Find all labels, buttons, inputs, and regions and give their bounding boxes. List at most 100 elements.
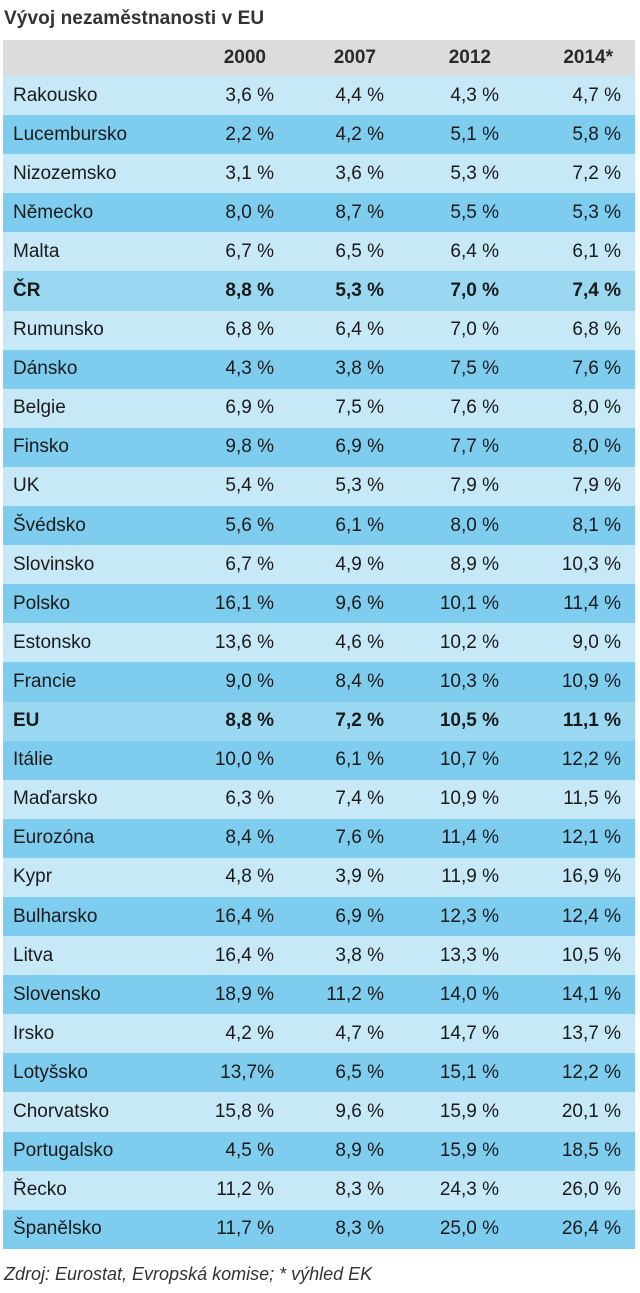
country-cell: Rakousko <box>13 84 98 106</box>
country-cell: EU <box>13 710 40 732</box>
table-body: Rakousko 3,6 % 4,4 % 4,3 % 4,7 % Lucembursko 2… <box>3 76 635 1249</box>
value-cell: 15,8 % <box>214 1100 274 1122</box>
value-cell: 8,3 % <box>335 1179 384 1201</box>
country-cell: Lucembursko <box>13 123 128 145</box>
value-cell: 5,3 % <box>335 280 384 302</box>
table-row: Lotyšsko 13,7% 6,5 % 15,1 % 12,2 % <box>3 1053 635 1093</box>
value-cell: 6,3 % <box>225 788 274 810</box>
country-cell: Litva <box>13 944 54 966</box>
country-cell: Belgie <box>13 397 66 419</box>
value-cell: 16,1 % <box>214 592 274 614</box>
value-cell: 5,3 % <box>335 475 384 497</box>
value-cell: 10,2 % <box>439 631 499 653</box>
value-cell: 5,4 % <box>225 475 274 497</box>
value-cell: 5,6 % <box>225 514 274 536</box>
table-row: Finsko 9,8 % 6,9 % 7,7 % 8,0 % <box>3 427 635 467</box>
value-cell: 11,1 % <box>562 710 621 732</box>
value-cell: 6,9 % <box>335 436 384 458</box>
value-cell: 5,5 % <box>450 201 499 223</box>
table-row: Švédsko 5,6 % 6,1 % 8,0 % 8,1 % <box>3 506 635 546</box>
table-row: Belgie 6,9 % 7,5 % 7,6 % 8,0 % <box>3 388 635 428</box>
value-cell: 10,3 % <box>439 670 499 692</box>
country-cell: Švédsko <box>13 514 86 536</box>
table-row: Chorvatsko 15,8 % 9,6 % 15,9 % 20,1 % <box>3 1092 635 1132</box>
value-cell: 6,9 % <box>335 905 384 927</box>
value-cell: 4,6 % <box>335 631 384 653</box>
value-cell: 8,7 % <box>335 201 384 223</box>
value-cell: 6,4 % <box>335 319 384 341</box>
value-cell: 15,9 % <box>439 1100 499 1122</box>
value-cell: 16,4 % <box>214 905 274 927</box>
value-cell: 6,1 % <box>335 749 384 771</box>
table-row: ČR 8,8 % 5,3 % 7,0 % 7,4 % <box>3 271 635 311</box>
value-cell: 13,6 % <box>214 631 274 653</box>
country-cell: ČR <box>13 280 41 302</box>
value-cell: 12,3 % <box>439 905 499 927</box>
table-row: Bulharsko 16,4 % 6,9 % 12,3 % 12,4 % <box>3 896 635 937</box>
table-row: Kypr 4,8 % 3,9 % 11,9 % 16,9 % <box>3 857 635 897</box>
value-cell: 6,5 % <box>335 240 384 262</box>
value-cell: 13,7% <box>220 1061 274 1083</box>
value-cell: 8,0 % <box>572 436 621 458</box>
value-cell: 18,9 % <box>214 983 274 1005</box>
value-cell: 7,6 % <box>335 827 384 849</box>
value-cell: 14,0 % <box>439 983 499 1005</box>
value-cell: 4,2 % <box>335 123 384 145</box>
country-cell: Slovinsko <box>13 553 95 575</box>
value-cell: 10,7 % <box>439 749 499 771</box>
value-cell: 8,4 % <box>335 670 384 692</box>
value-cell: 3,6 % <box>225 84 274 106</box>
value-cell: 10,9 % <box>561 670 621 692</box>
value-cell: 6,8 % <box>225 319 274 341</box>
value-cell: 8,8 % <box>225 710 274 732</box>
value-cell: 9,0 % <box>572 631 621 653</box>
country-cell: Malta <box>13 240 60 262</box>
value-cell: 5,3 % <box>450 162 499 184</box>
value-cell: 12,1 % <box>561 827 621 849</box>
table-row: Dánsko 4,3 % 3,8 % 7,5 % 7,6 % <box>3 349 635 389</box>
source-note: Zdroj: Eurostat, Evropská komise; * výhl… <box>4 1264 373 1284</box>
table-row: UK 5,4 % 5,3 % 7,9 % 7,9 % <box>3 466 635 507</box>
country-cell: Slovensko <box>13 983 101 1005</box>
value-cell: 16,4 % <box>214 944 274 966</box>
country-cell: Bulharsko <box>13 905 98 927</box>
value-cell: 8,8 % <box>225 280 274 302</box>
country-cell: Nizozemsko <box>13 162 117 184</box>
country-cell: Portugalsko <box>13 1140 114 1162</box>
header-year: 2000 <box>223 47 266 68</box>
table-row: Řecko 11,2 % 8,3 % 24,3 % 26,0 % <box>3 1170 635 1210</box>
value-cell: 24,3 % <box>439 1179 499 1201</box>
value-cell: 9,6 % <box>335 1100 384 1122</box>
value-cell: 11,2 % <box>216 1179 274 1201</box>
value-cell: 12,4 % <box>561 905 621 927</box>
value-cell: 14,1 % <box>561 983 621 1005</box>
value-cell: 4,8 % <box>225 866 274 888</box>
table-row: Malta 6,7 % 6,5 % 6,4 % 6,1 % <box>3 232 635 272</box>
value-cell: 15,9 % <box>439 1140 499 1162</box>
value-cell: 4,4 % <box>335 84 384 106</box>
country-cell: Eurozóna <box>13 827 95 849</box>
value-cell: 4,7 % <box>335 1022 384 1044</box>
value-cell: 10,9 % <box>439 788 499 810</box>
country-cell: Francie <box>13 670 77 692</box>
country-cell: Chorvatsko <box>13 1100 110 1122</box>
table-row: EU 8,8 % 7,2 % 10,5 % 11,1 % <box>3 701 635 741</box>
value-cell: 6,9 % <box>225 397 274 419</box>
value-cell: 8,0 % <box>572 397 621 419</box>
value-cell: 6,7 % <box>225 553 274 575</box>
value-cell: 5,8 % <box>572 123 621 145</box>
value-cell: 20,1 % <box>561 1100 621 1122</box>
value-cell: 9,6 % <box>335 592 384 614</box>
table-row: Lucembursko 2,2 % 4,2 % 5,1 % 5,8 % <box>3 115 635 155</box>
value-cell: 8,0 % <box>450 514 499 536</box>
value-cell: 5,3 % <box>572 201 621 223</box>
value-cell: 7,4 % <box>335 788 384 810</box>
value-cell: 7,5 % <box>335 397 384 419</box>
country-cell: Itálie <box>13 749 54 771</box>
header-country <box>3 40 200 76</box>
value-cell: 13,3 % <box>439 944 499 966</box>
country-cell: Finsko <box>13 436 69 458</box>
value-cell: 3,6 % <box>335 162 384 184</box>
value-cell: 11,7 % <box>216 1218 274 1240</box>
table-row: Portugalsko 4,5 % 8,9 % 15,9 % 18,5 % <box>3 1131 635 1171</box>
